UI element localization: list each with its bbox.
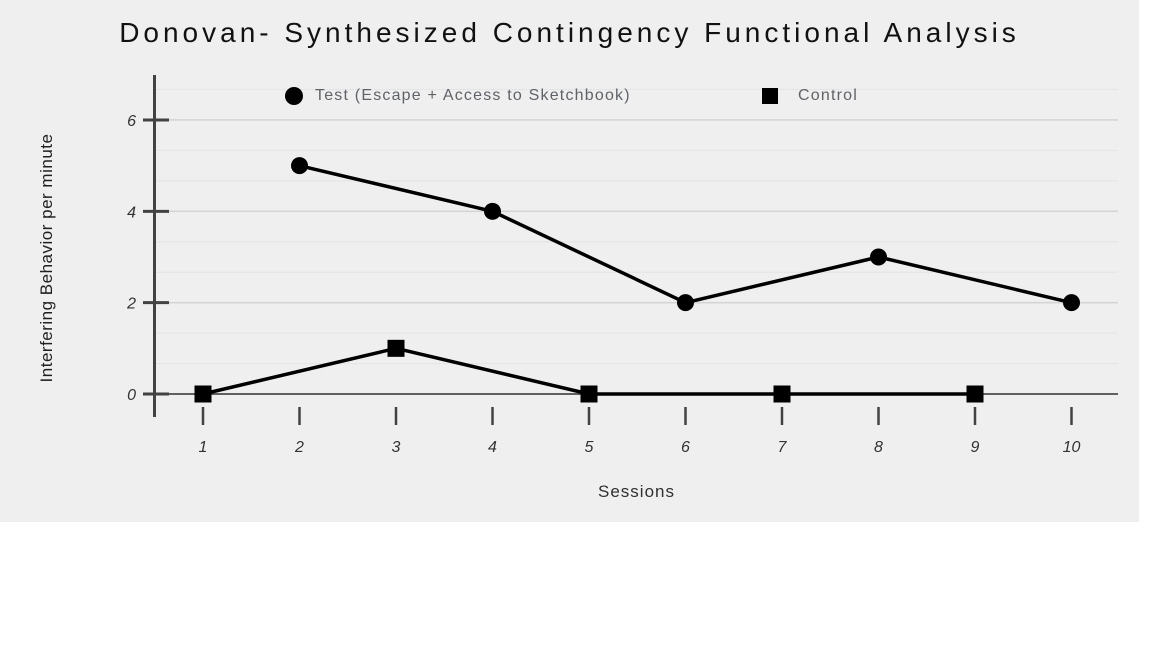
data-point-circle: [677, 294, 694, 312]
y-tick-label: 2: [126, 296, 136, 313]
x-tick-label: 7: [778, 439, 788, 456]
y-tick-label: 0: [127, 387, 136, 404]
x-tick-label: 1: [199, 439, 208, 456]
data-point-circle: [484, 202, 501, 220]
data-point-circle: [870, 248, 887, 266]
x-axis-title: Sessions: [598, 482, 675, 501]
x-tick-label: 5: [585, 439, 594, 456]
chart-title: Donovan- Synthesized Contingency Functio…: [119, 17, 1020, 48]
data-point-square: [194, 385, 212, 403]
x-tick-label: 8: [874, 439, 883, 456]
data-series: [194, 157, 1080, 403]
data-point-square: [966, 385, 984, 403]
gridlines: [155, 88, 1118, 395]
data-point-circle: [291, 157, 308, 175]
y-tick-label: 4: [127, 204, 136, 221]
legend-test-circle-icon: [285, 87, 303, 105]
legend-label-control: Control: [798, 87, 858, 104]
data-point-square: [773, 385, 791, 403]
data-point-square: [387, 339, 405, 357]
x-tick-label: 10: [1063, 439, 1081, 456]
x-tick-label: 2: [294, 439, 304, 456]
data-point-square: [580, 385, 598, 403]
x-tick-label: 6: [681, 439, 690, 456]
legend-label-test: Test (Escape + Access to Sketchbook): [315, 87, 631, 104]
x-tick-label: 3: [392, 439, 401, 456]
axes: [143, 75, 1073, 425]
y-axis-title: Interfering Behavior per minute: [37, 133, 56, 383]
x-tick-label: 4: [488, 439, 497, 456]
series-line-circle: [297, 163, 1074, 305]
chart-panel: Donovan- Synthesized Contingency Functio…: [0, 0, 1139, 522]
data-point-circle: [1063, 294, 1080, 312]
x-tick-label: 9: [971, 439, 980, 456]
tick-labels: 0 2 4 6 1 2 3 4 5 6 7 8 9 10: [126, 113, 1080, 456]
y-tick-label: 6: [127, 113, 136, 130]
plot-area: 0 2 4 6 1 2 3 4 5 6 7 8 9 10: [126, 75, 1118, 456]
legend-control-square-icon: [762, 88, 778, 104]
